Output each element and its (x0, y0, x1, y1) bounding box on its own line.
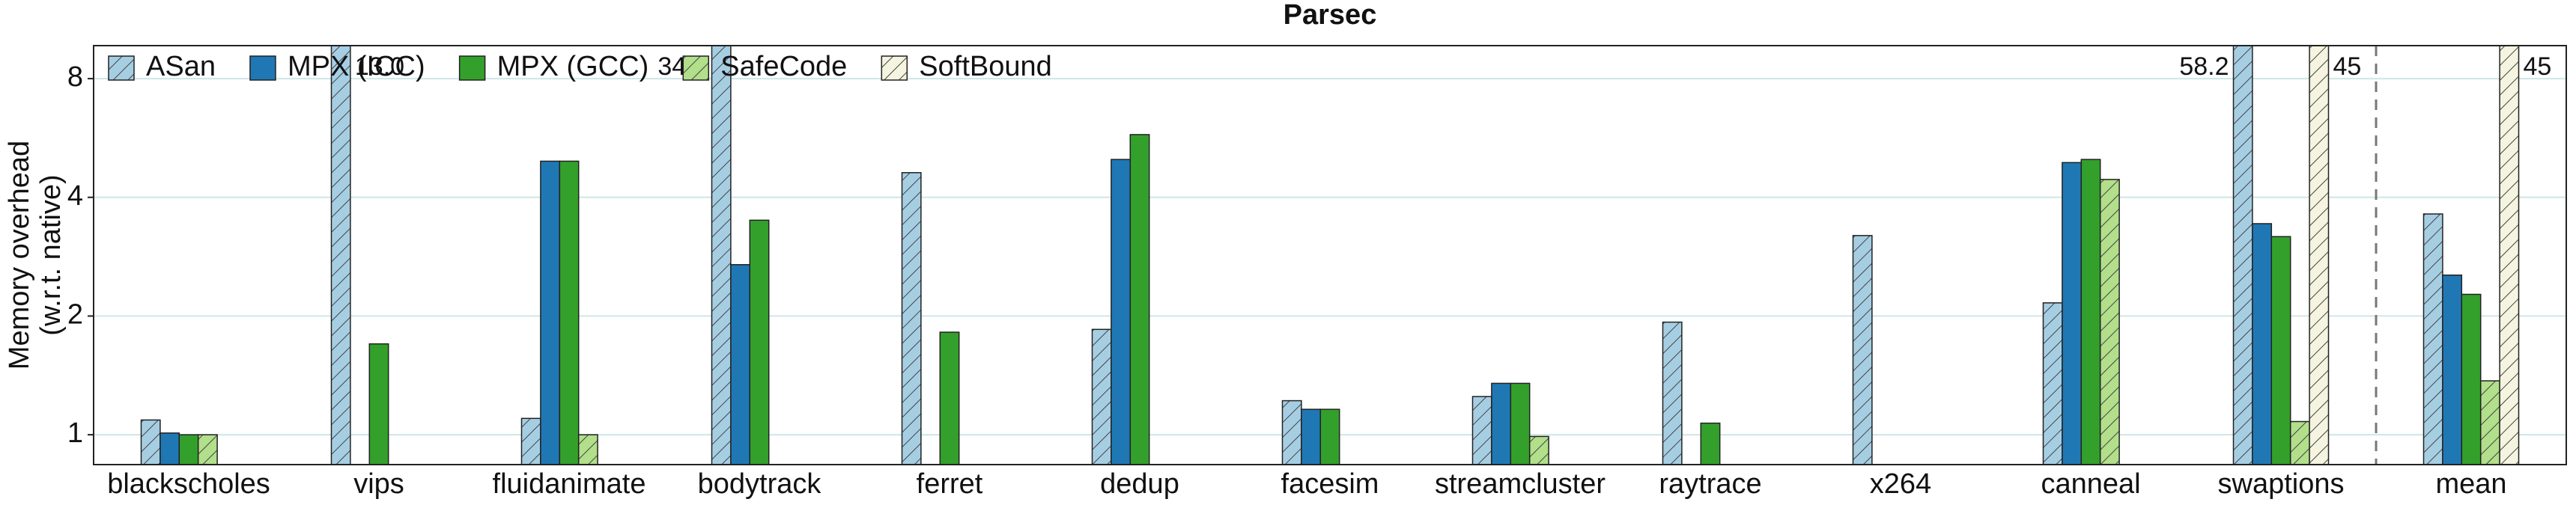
bar (1510, 382, 1531, 465)
bar (140, 419, 161, 465)
bar (2499, 45, 2520, 465)
y-axis-label: (w.r.t. native) (35, 174, 67, 335)
x-tick-label: blackscholes (107, 468, 270, 500)
y-tick-label: 1 (67, 417, 83, 449)
bar (368, 343, 389, 465)
bar (2461, 293, 2482, 465)
x-tick-label: ferret (917, 468, 983, 500)
bar (749, 219, 770, 465)
bar (2062, 162, 2083, 465)
bar (2479, 380, 2500, 465)
bar (540, 160, 561, 465)
x-tick-label: dedup (1100, 468, 1179, 500)
x-tick-label: bodytrack (698, 468, 822, 500)
legend-swatch (249, 55, 276, 81)
bar (2442, 274, 2463, 465)
bar (1301, 408, 1322, 465)
legend-label: MPX (ICC) (288, 51, 425, 82)
bar (1491, 382, 1512, 465)
bar (1091, 328, 1112, 465)
bar (1852, 235, 1873, 465)
bar (559, 160, 580, 465)
bar (1319, 408, 1340, 465)
plot-frame (93, 45, 2567, 465)
bar (2252, 223, 2273, 465)
bar (1662, 321, 1683, 465)
bar (1700, 422, 1721, 465)
bar (1111, 159, 1131, 465)
legend-label: ASan (146, 51, 216, 82)
bar (520, 417, 541, 465)
bar (330, 45, 351, 465)
legend-label: MPX (GCC) (497, 51, 649, 82)
x-tick-label: swaptions (2218, 468, 2345, 500)
x-tick-label: mean (2435, 468, 2506, 500)
bar (939, 331, 960, 465)
legend-label: SoftBound (919, 51, 1051, 82)
bar (577, 434, 598, 465)
bar (160, 432, 180, 465)
value-label: 45 (2524, 52, 2552, 81)
x-tick-label: vips (353, 468, 404, 500)
chart-title: Parsec (1284, 0, 1377, 31)
legend-swatch (682, 55, 710, 81)
x-tick-label: fluidanimate (493, 468, 646, 500)
bar (901, 172, 922, 465)
bar (2289, 420, 2310, 465)
bar (1471, 396, 1492, 465)
bar (178, 434, 199, 465)
legend-swatch (458, 55, 486, 81)
bar (730, 263, 751, 465)
bar (711, 45, 732, 465)
bar (2309, 45, 2330, 465)
x-tick-label: facesim (1281, 468, 1379, 500)
bar (2042, 302, 2063, 465)
y-axis-label: Memory overhead (4, 141, 35, 370)
y-tick-label: 8 (67, 61, 83, 93)
bar (2422, 213, 2443, 465)
bar (1281, 400, 1302, 465)
x-tick-label: canneal (2041, 468, 2140, 500)
bar (2099, 179, 2120, 465)
y-tick-label: 2 (67, 299, 83, 330)
bar (2232, 45, 2253, 465)
bar (2270, 236, 2291, 465)
y-tick-label: 4 (67, 180, 83, 212)
legend-swatch (108, 55, 135, 81)
legend-label: SafeCode (720, 51, 847, 82)
x-tick-label: raytrace (1659, 468, 1761, 500)
value-label: 45 (2333, 52, 2362, 81)
x-tick-label: streamcluster (1435, 468, 1606, 500)
bar (197, 434, 218, 465)
bar (1528, 435, 1549, 465)
value-label: 13.0 (355, 52, 404, 81)
bar (2080, 159, 2101, 465)
bar (1129, 134, 1150, 465)
legend-swatch (881, 55, 908, 81)
x-tick-label: x264 (1870, 468, 1931, 500)
value-label: 58.2 (2179, 52, 2229, 81)
